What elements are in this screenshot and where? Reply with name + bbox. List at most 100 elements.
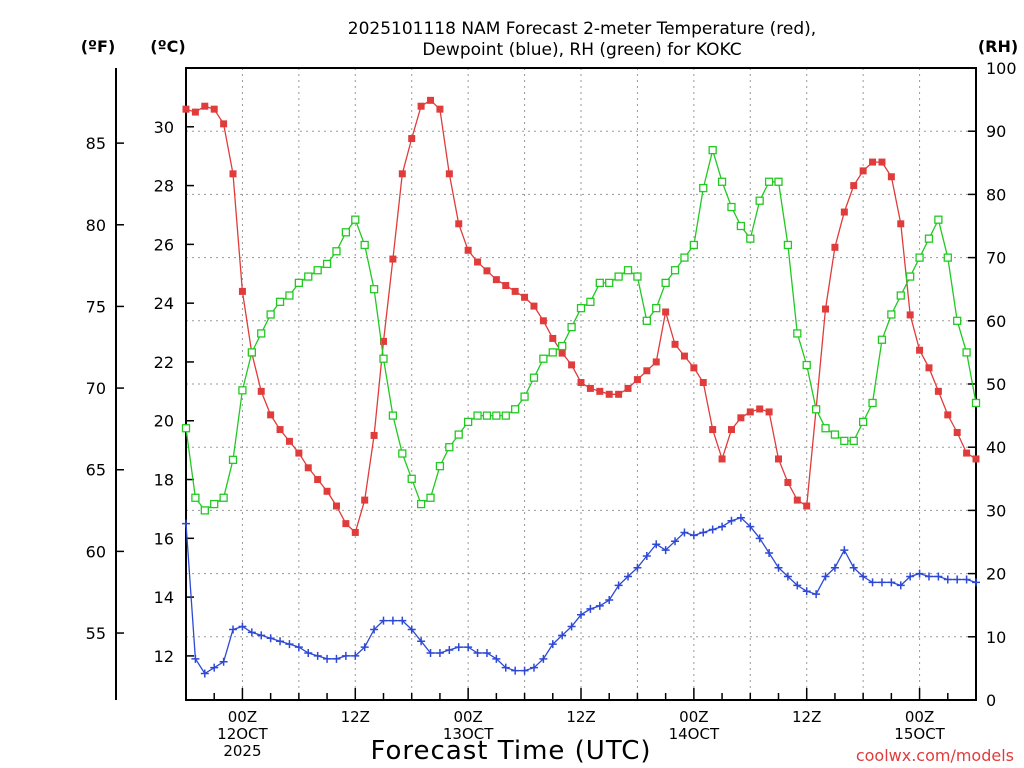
rh-point <box>313 266 322 275</box>
time-tick-label1: 00Z <box>453 708 482 726</box>
temperature-point <box>746 408 754 416</box>
temperature-point <box>568 361 576 369</box>
time-tick-label2: 14OCT <box>669 725 720 743</box>
dewpoint-point <box>266 634 275 643</box>
temperature-point <box>934 387 942 395</box>
temperature-point <box>398 170 406 178</box>
dewpoint-point <box>877 578 886 587</box>
temperature-point <box>831 243 839 251</box>
dewpoint-point <box>445 646 454 655</box>
dewpoint-point <box>511 666 520 675</box>
rh-point <box>294 278 304 288</box>
temperature-point <box>925 364 933 372</box>
dewpoint-point <box>379 616 388 625</box>
dewpoint-point <box>370 625 379 634</box>
dewpoint-point <box>210 663 219 672</box>
rh-point <box>953 316 962 325</box>
celsius-ticks: 12 14 16 18 20 22 24 26 28 30 <box>154 118 194 666</box>
rh-tick-label: 20 <box>986 565 1006 584</box>
dewpoint-point <box>605 596 614 605</box>
rh-point <box>210 499 219 509</box>
dewpoint-point <box>191 654 200 663</box>
temperature-point <box>276 426 284 434</box>
rh-point <box>369 285 379 294</box>
dewpoint-point <box>473 648 482 657</box>
rh-point <box>840 436 849 446</box>
rh-tick-label: 40 <box>986 438 1006 457</box>
dewpoint-point <box>652 540 661 549</box>
dewpoint-point <box>548 640 557 649</box>
rh-point <box>811 405 821 414</box>
dewpoint-point <box>821 572 830 581</box>
dewpoint-point <box>276 637 285 646</box>
dewpoint-point <box>746 522 755 531</box>
series-line-rh <box>185 147 977 512</box>
temperature-point <box>671 340 679 348</box>
temperature-point <box>850 182 858 190</box>
rh-point <box>727 202 736 212</box>
temperature-point <box>652 358 660 366</box>
rh-point <box>445 443 454 452</box>
time-tick-label1: 12Z <box>792 708 821 726</box>
dewpoint-point <box>953 575 962 584</box>
temperature-point <box>474 258 482 266</box>
rh-unit-label: (RH) <box>978 37 1018 56</box>
fahrenheit-tick-label: 80 <box>86 216 106 235</box>
dewpoint-point <box>840 546 849 555</box>
dewpoint-point <box>972 578 980 587</box>
temperature-point <box>944 411 952 419</box>
rh-point <box>247 348 256 357</box>
rh-point <box>783 240 793 250</box>
celsius-tick-label: 18 <box>154 471 174 490</box>
temperature-point <box>859 167 867 175</box>
rh-point <box>887 310 896 319</box>
temperature-point <box>285 437 293 445</box>
temperature-point <box>539 317 547 325</box>
rh-point <box>793 329 802 338</box>
temperature-point <box>314 476 322 484</box>
dewpoint-point <box>586 604 595 613</box>
dewpoint-point <box>783 572 792 581</box>
temperature-point <box>238 287 246 295</box>
temperature-point <box>775 455 782 463</box>
dewpoint-point <box>407 625 416 634</box>
dewpoint-point <box>699 528 708 537</box>
dewpoint-point <box>689 531 698 540</box>
dewpoint-point <box>736 513 745 522</box>
dewpoint-point <box>906 572 915 581</box>
dewpoint-point <box>529 663 538 672</box>
dewpoint-point <box>182 519 190 528</box>
temperature-point <box>577 379 585 387</box>
temperature-point <box>662 308 670 316</box>
temperature-point <box>615 390 623 398</box>
rh-point <box>463 417 473 427</box>
rh-point <box>689 240 699 250</box>
rh-tick-label: 100 <box>986 59 1017 78</box>
temperature-point <box>182 105 190 113</box>
dewpoint-point <box>501 663 510 672</box>
dewpoint-point <box>595 601 604 610</box>
time-tick-label2: 12OCT <box>217 725 268 743</box>
rh-point <box>943 253 952 262</box>
time-tick-label1: 00Z <box>679 708 708 726</box>
rh-point <box>454 430 463 439</box>
temperature-point <box>549 334 557 342</box>
dewpoint-point <box>915 569 924 578</box>
temperature-point <box>332 502 340 510</box>
dewpoint-point <box>671 537 680 546</box>
rh-point <box>896 291 905 300</box>
fahrenheit-tick-label: 55 <box>86 624 106 643</box>
dewpoint-point <box>727 516 736 525</box>
dewpoint-point <box>830 563 839 572</box>
dewpoint-point <box>934 572 943 581</box>
dewpoint-point <box>802 587 811 596</box>
dewpoint-point <box>200 669 209 678</box>
rh-point <box>341 228 351 237</box>
rh-point <box>708 146 717 155</box>
rh-point <box>200 506 209 515</box>
rh-point <box>360 240 369 250</box>
dewpoint-point <box>435 648 444 657</box>
rh-point <box>915 253 924 262</box>
dewpoint-point <box>464 643 473 652</box>
rh-point <box>567 322 576 332</box>
